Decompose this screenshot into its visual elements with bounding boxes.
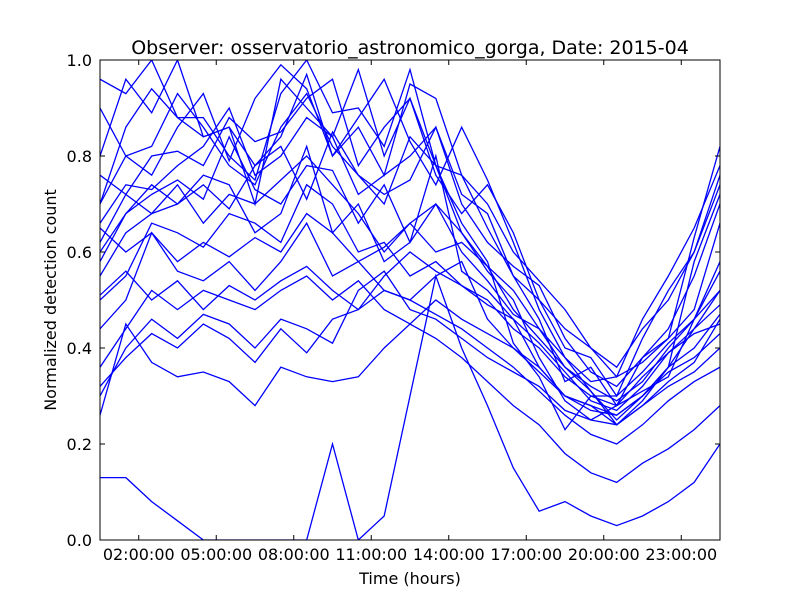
x-tick-label-4: 11:00:00 (335, 545, 407, 564)
y-tick-label-3: 0.4 (67, 339, 92, 358)
y-axis-label: Normalized detection count (41, 189, 60, 411)
y-tick-label-5: 0.8 (67, 147, 92, 166)
x-tick-label-5: 14:00:00 (413, 545, 485, 564)
x-tick-label-6: 17:00:00 (490, 545, 562, 564)
x-tick-label-7: 20:00:00 (568, 545, 640, 564)
y-tick-label-6: 1.0 (67, 51, 92, 70)
x-tick-label-8: 23:00:00 (645, 545, 717, 564)
x-tick-label-2: 05:00:00 (180, 545, 252, 564)
x-tick-label-1: 02:00:00 (103, 545, 175, 564)
y-tick-label-1: 0.0 (67, 531, 92, 550)
y-tick-label-4: 0.6 (67, 243, 92, 262)
x-tick-label-3: 08:00:00 (258, 545, 330, 564)
y-tick-label-2: 0.2 (67, 435, 92, 454)
x-axis-label: Time (hours) (358, 569, 461, 588)
chart-title: Observer: osservatorio_astronomico_gorga… (131, 37, 689, 59)
